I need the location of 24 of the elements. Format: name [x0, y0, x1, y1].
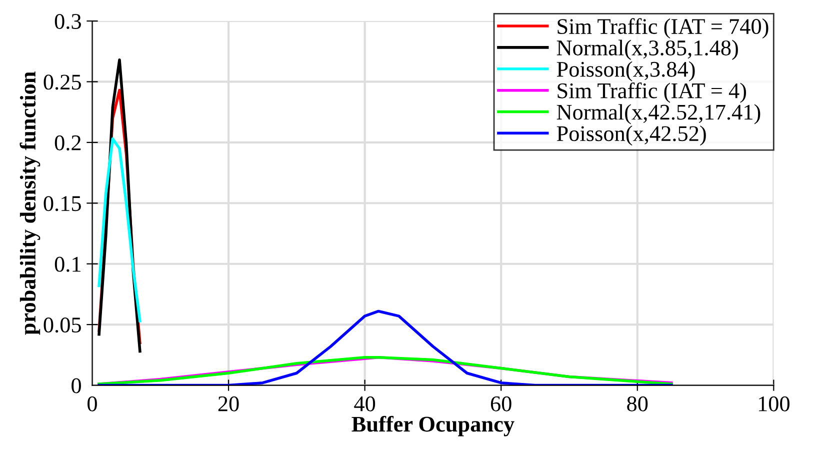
legend-label: Sim Traffic (IAT = 740) [558, 18, 768, 39]
y-tick-label: 0.25 [44, 74, 81, 90]
line-series [98, 356, 673, 386]
x-tick-label: 80 [627, 396, 648, 412]
y-tick-label: 0.05 [44, 317, 81, 333]
line-series [98, 137, 142, 322]
legend-label: Normal(x,42.52,17.41) [556, 104, 760, 124]
legend-label: Sim Traffic (IAT = 4) [558, 82, 746, 103]
legend-label: Poisson(x,3.84) [556, 61, 695, 82]
x-tick-label: 20 [218, 396, 239, 412]
y-tick-label: 0.15 [44, 196, 81, 212]
x-tick-label: 40 [354, 396, 376, 412]
y-tick-label: 0 [72, 378, 81, 394]
y-tick-label: 0.3 [54, 14, 81, 30]
x-tick-label: 100 [758, 396, 790, 412]
legend-label: Normal(x,3.85,1.48) [556, 40, 738, 60]
x-tick-label: 60 [490, 396, 512, 412]
y-tick-label: 0.1 [54, 256, 80, 272]
x-tick-label: 0 [88, 396, 97, 412]
y-tick-label: 0.2 [54, 135, 81, 150]
line-series [98, 310, 673, 386]
y-axis-title: probability density function [20, 72, 40, 335]
legend-label: Poisson(x,42.52) [556, 125, 706, 146]
x-axis-title: Buffer Ocupancy [352, 416, 514, 436]
